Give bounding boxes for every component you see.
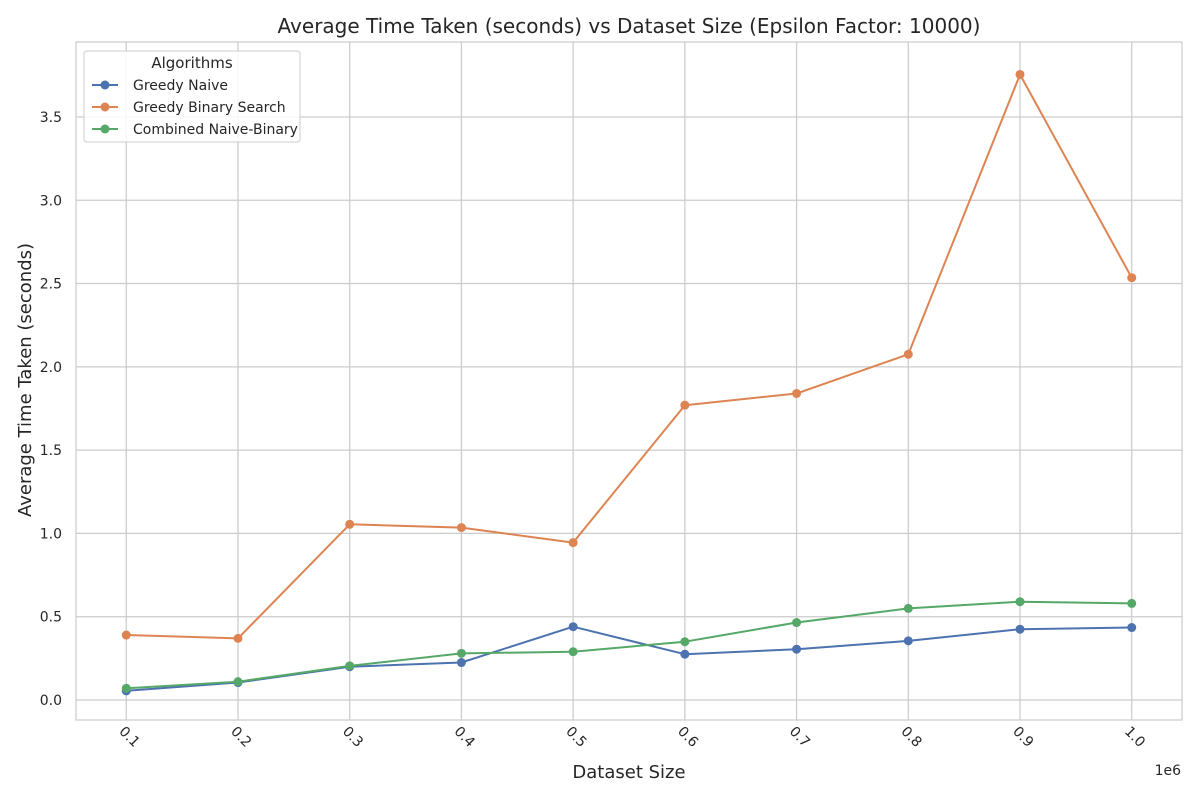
series-greedy-naive [121, 622, 1137, 696]
legend-item: Greedy Naive [92, 78, 228, 94]
y-tick-label: 2.5 [40, 277, 62, 293]
data-point [456, 648, 466, 658]
legend-items: Greedy Naive Greedy Binary Search Combined… [92, 78, 298, 138]
legend-marker [100, 124, 110, 134]
x-axis-label: Dataset Size [572, 762, 685, 783]
series-combined-naive-binary [121, 597, 1137, 693]
data-point [233, 633, 243, 643]
tick-labels: 0.1 0.2 0.3 0.4 0.5 0.6 0.7 0.8 0.9 1.0 0.0 0.5 1.0 1… [40, 110, 1148, 751]
chart-title: Average Time Taken (seconds) vs Dataset … [278, 14, 981, 38]
y-tick-label: 1.5 [40, 443, 62, 459]
y-tick-label: 0.0 [40, 693, 62, 709]
series-line [126, 625, 1132, 692]
data-point [903, 636, 913, 646]
data-point [233, 677, 243, 687]
legend-label: Greedy Binary Search [133, 100, 286, 116]
data-point [568, 622, 578, 632]
series-line [126, 600, 1132, 690]
data-point [568, 647, 578, 657]
data-point [456, 658, 466, 668]
data-point [345, 661, 355, 671]
x-axis-offset-text: 1e6 [1155, 763, 1182, 779]
x-tick-label: 0.7 [786, 724, 813, 751]
data-point [792, 644, 802, 654]
y-tick-label: 3.5 [40, 110, 62, 126]
grid [76, 42, 1182, 720]
y-tick-label: 1.0 [40, 526, 62, 542]
legend-item: Combined Naive-Binary [92, 122, 298, 138]
data-point [1015, 624, 1025, 634]
legend-marker [100, 102, 110, 112]
legend-label: Greedy Naive [133, 78, 228, 94]
x-tick-label: 0.8 [898, 724, 925, 751]
legend-box [83, 50, 301, 143]
series-line [126, 73, 1133, 640]
data-point [680, 400, 690, 410]
data-point [1127, 273, 1137, 283]
x-tick-label: 0.1 [116, 724, 143, 751]
data-point [1015, 69, 1025, 79]
data-point [456, 523, 466, 533]
legend-marker [100, 80, 110, 90]
x-tick-label: 0.2 [227, 724, 254, 751]
x-tick-label: 0.4 [451, 724, 478, 751]
series-layer [121, 69, 1137, 696]
x-tick-label: 0.6 [674, 724, 701, 751]
data-point [792, 618, 802, 628]
x-tick-label: 0.5 [562, 724, 589, 751]
legend: Algorithms Greedy Naive Greedy Binary Sea… [83, 50, 301, 143]
x-tick-label: 1.0 [1121, 724, 1148, 751]
y-tick-label: 0.5 [40, 610, 62, 626]
data-point [792, 388, 802, 398]
data-point [1127, 598, 1137, 608]
data-point [121, 630, 131, 640]
legend-label: Combined Naive-Binary [133, 122, 298, 138]
data-point [345, 519, 355, 529]
data-point [903, 349, 913, 359]
data-point [1015, 597, 1025, 607]
x-tick-label: 0.3 [339, 724, 366, 751]
legend-title: Algorithms [151, 54, 232, 72]
legend-item: Greedy Binary Search [92, 100, 286, 116]
y-tick-label: 2.0 [40, 360, 62, 376]
x-tick-label: 0.9 [1009, 724, 1036, 751]
data-point [121, 683, 131, 693]
data-point [1127, 623, 1137, 633]
y-axis-label: Average Time Taken (seconds) [15, 243, 36, 517]
data-point [568, 538, 578, 548]
series-greedy-binary-search [121, 69, 1137, 643]
plot-frame [75, 41, 1183, 721]
y-tick-label: 3.0 [40, 193, 62, 209]
data-point [903, 603, 913, 613]
data-point [680, 637, 690, 647]
data-point [680, 649, 690, 659]
